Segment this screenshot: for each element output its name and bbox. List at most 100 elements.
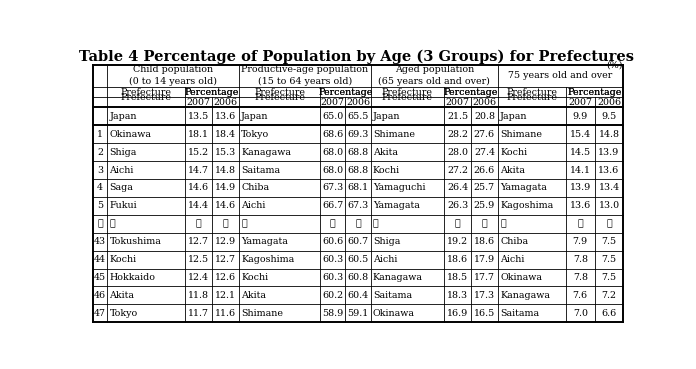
Text: Prefecture: Prefecture (382, 93, 433, 101)
Text: ⋮: ⋮ (482, 219, 487, 228)
Text: 16.5: 16.5 (474, 309, 495, 318)
Text: Japan: Japan (500, 112, 528, 121)
Text: 14.7: 14.7 (188, 166, 209, 175)
Text: 7.6: 7.6 (573, 291, 588, 300)
Text: 13.9: 13.9 (569, 183, 591, 193)
Text: 68.6: 68.6 (322, 130, 344, 139)
Text: 7.2: 7.2 (601, 291, 617, 300)
Text: 16.9: 16.9 (447, 309, 468, 318)
Text: 27.2: 27.2 (447, 166, 468, 175)
Text: 43: 43 (94, 237, 106, 246)
Text: 58.9: 58.9 (322, 309, 344, 318)
Text: 2007: 2007 (445, 98, 470, 107)
Text: (%): (%) (606, 61, 622, 69)
Text: Shimane: Shimane (500, 130, 542, 139)
Text: 2007: 2007 (569, 98, 592, 107)
Text: Percentage: Percentage (318, 87, 372, 97)
Text: Kanagawa: Kanagawa (500, 291, 550, 300)
Text: Shimane: Shimane (242, 309, 283, 318)
Text: ⋮: ⋮ (454, 219, 461, 228)
Text: 17.7: 17.7 (474, 273, 495, 282)
Text: 65.5: 65.5 (347, 112, 369, 121)
Text: 75 years old and over: 75 years old and over (508, 71, 612, 80)
Text: 66.7: 66.7 (322, 201, 344, 210)
Text: Aichi: Aichi (242, 201, 266, 210)
Text: Aichi: Aichi (500, 255, 525, 264)
Text: 13.6: 13.6 (214, 112, 236, 121)
Text: Prefecture: Prefecture (382, 87, 433, 97)
Text: 68.1: 68.1 (347, 183, 369, 193)
Text: 21.5: 21.5 (447, 112, 468, 121)
Text: 60.7: 60.7 (347, 237, 369, 246)
Text: Percentage: Percentage (444, 87, 498, 97)
Text: Kagoshima: Kagoshima (242, 255, 294, 264)
Text: 19.2: 19.2 (447, 237, 468, 246)
Text: Prefecture: Prefecture (120, 93, 171, 101)
Text: Percentage: Percentage (444, 87, 498, 97)
Text: Tokyo: Tokyo (109, 309, 138, 318)
Text: 17.3: 17.3 (474, 291, 495, 300)
Text: 14.9: 14.9 (215, 183, 236, 193)
Text: Child population
(0 to 14 years old): Child population (0 to 14 years old) (129, 65, 217, 86)
Text: ⋮: ⋮ (223, 219, 228, 228)
Text: 18.5: 18.5 (447, 273, 468, 282)
Text: 3: 3 (97, 166, 103, 175)
Text: Kanagawa: Kanagawa (373, 273, 423, 282)
Text: 60.4: 60.4 (347, 291, 369, 300)
Text: Chiba: Chiba (242, 183, 269, 193)
Text: Prefecture: Prefecture (120, 87, 171, 97)
Text: ⋮: ⋮ (109, 219, 116, 228)
Text: 17.9: 17.9 (474, 255, 495, 264)
Text: 60.3: 60.3 (322, 273, 344, 282)
Text: Shiga: Shiga (109, 148, 137, 157)
Text: Saitama: Saitama (242, 166, 280, 175)
Text: Tokushima: Tokushima (109, 237, 161, 246)
Text: Akita: Akita (109, 291, 134, 300)
Text: 59.1: 59.1 (347, 309, 369, 318)
Text: Saitama: Saitama (500, 309, 539, 318)
Text: Percentage: Percentage (318, 87, 372, 97)
Text: 12.9: 12.9 (215, 237, 236, 246)
Text: Productive-age population
(15 to 64 years old): Productive-age population (15 to 64 year… (242, 65, 368, 86)
Text: 14.6: 14.6 (188, 183, 209, 193)
Text: 1: 1 (97, 130, 103, 139)
Text: 68.8: 68.8 (347, 148, 369, 157)
Text: 15.2: 15.2 (188, 148, 209, 157)
Text: Shiga: Shiga (373, 237, 400, 246)
Text: 14.8: 14.8 (215, 166, 236, 175)
Text: 14.5: 14.5 (570, 148, 591, 157)
Text: 12.1: 12.1 (215, 291, 236, 300)
Text: 46: 46 (94, 291, 106, 300)
Text: Okinawa: Okinawa (500, 273, 542, 282)
Text: Prefecture: Prefecture (507, 87, 557, 97)
Text: 67.3: 67.3 (347, 201, 369, 210)
Text: 20.8: 20.8 (474, 112, 495, 121)
Text: 26.3: 26.3 (447, 201, 468, 210)
Text: Hokkaido: Hokkaido (109, 273, 155, 282)
Text: Percentage: Percentage (184, 87, 239, 97)
Text: Kochi: Kochi (242, 273, 269, 282)
Text: 7.0: 7.0 (573, 309, 588, 318)
Text: ⋮: ⋮ (578, 219, 583, 228)
Text: 13.6: 13.6 (569, 201, 591, 210)
Text: Saitama: Saitama (373, 291, 412, 300)
Text: 26.6: 26.6 (474, 166, 495, 175)
Text: 2006: 2006 (597, 98, 621, 107)
Text: Saga: Saga (109, 183, 134, 193)
Text: 12.4: 12.4 (188, 273, 209, 282)
Text: ⋮: ⋮ (500, 219, 506, 228)
Text: 7.9: 7.9 (573, 237, 588, 246)
Text: 15.3: 15.3 (214, 148, 236, 157)
Text: 12.6: 12.6 (215, 273, 236, 282)
Text: Prefecture: Prefecture (254, 93, 305, 101)
Text: Kochi: Kochi (373, 166, 400, 175)
Text: 15.4: 15.4 (570, 130, 591, 139)
Text: ⋮: ⋮ (242, 219, 247, 228)
Text: Okinawa: Okinawa (373, 309, 415, 318)
Text: Japan: Japan (242, 112, 269, 121)
Text: Tokyo: Tokyo (242, 130, 269, 139)
Text: 27.4: 27.4 (474, 148, 495, 157)
Text: 2006: 2006 (346, 98, 370, 107)
Text: 11.8: 11.8 (188, 291, 209, 300)
Text: 60.5: 60.5 (347, 255, 369, 264)
